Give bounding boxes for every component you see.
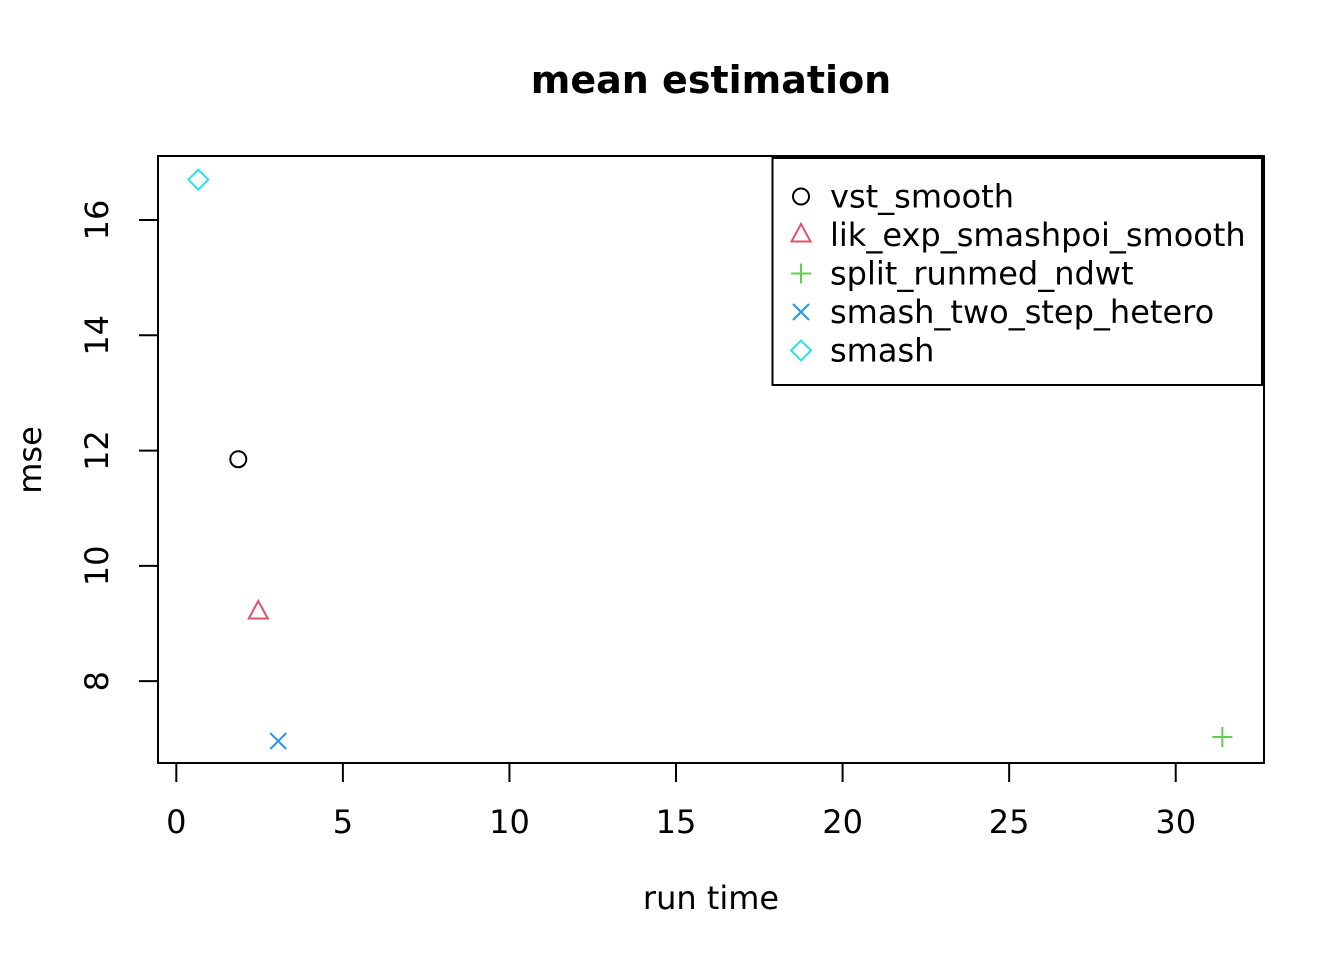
x-tick-label: 10	[489, 803, 530, 841]
chart-title: mean estimation	[530, 58, 892, 102]
x-tick-label: 20	[822, 803, 863, 841]
x-icon	[792, 303, 810, 321]
x-tick-label: 30	[1155, 803, 1196, 841]
x-tick-label: 5	[333, 803, 353, 841]
data-point-lik_exp_smashpoi_smooth	[247, 598, 270, 620]
open-circle-icon	[792, 187, 810, 206]
legend-marker-x-icon	[792, 303, 810, 321]
plot-border	[157, 155, 1265, 764]
legend-marker-open-circle-icon	[792, 187, 810, 206]
open-triangle-icon	[789, 221, 813, 243]
legend-label: vst_smooth	[830, 178, 1014, 216]
y-tick-label: 10	[78, 545, 116, 586]
plus-icon	[791, 263, 811, 284]
legend-item: smash_two_step_hetero	[792, 293, 1214, 331]
legend-marker-open-triangle-icon	[789, 221, 813, 243]
data-point-smash	[186, 168, 210, 192]
x-tick-label: 15	[656, 803, 697, 841]
legend-label: lik_exp_smashpoi_smooth	[830, 216, 1246, 254]
legend-box	[771, 157, 1263, 386]
y-tick-label: 8	[78, 671, 116, 691]
legend-item: smash	[789, 332, 934, 370]
legend-label: smash_two_step_hetero	[830, 293, 1214, 331]
open-circle-icon	[229, 450, 248, 469]
x-tick-label: 0	[166, 803, 186, 841]
legend-marker-open-diamond-icon	[789, 339, 813, 362]
x-icon	[269, 732, 287, 750]
legend-item: vst_smooth	[792, 178, 1014, 216]
plus-icon	[1212, 727, 1233, 748]
y-tick-label: 14	[78, 315, 116, 356]
legend-item: split_runmed_ndwt	[791, 255, 1134, 293]
data-point-vst_smooth	[229, 450, 248, 469]
legend: vst_smoothlik_exp_smashpoi_smoothsplit_r…	[771, 157, 1263, 386]
data-point-smash_two_step_hetero	[269, 732, 287, 750]
open-diamond-icon	[186, 168, 210, 192]
legend-marker-plus-icon	[791, 263, 811, 284]
y-tick-label: 16	[78, 200, 116, 241]
y-tick-label: 12	[78, 430, 116, 471]
x-axis-label: run time	[642, 879, 780, 917]
open-triangle-icon	[247, 598, 270, 620]
data-point-split_runmed_ndwt	[1212, 727, 1233, 748]
legend-label: smash	[830, 332, 934, 370]
open-diamond-icon	[789, 339, 813, 362]
x-tick-label: 25	[989, 803, 1030, 841]
legend-item: lik_exp_smashpoi_smooth	[789, 216, 1246, 254]
legend-label: split_runmed_ndwt	[830, 255, 1134, 293]
